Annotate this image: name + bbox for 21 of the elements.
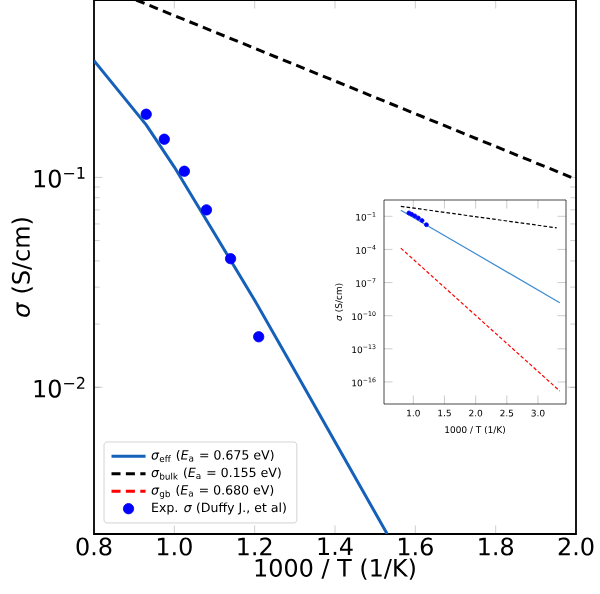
point <box>158 133 170 145</box>
x-tick-label: 1.4 <box>318 537 353 555</box>
y-axis-title: σ (S/cm) <box>11 218 33 317</box>
x-axis-title: 1000 / T (1/K) <box>255 558 415 580</box>
point <box>200 204 213 216</box>
y-tick-label: 10$^{−1}$ <box>34 167 85 188</box>
point <box>415 215 421 221</box>
point <box>253 331 265 343</box>
x-tick-label: 1.2 <box>238 537 272 556</box>
point <box>423 222 429 228</box>
point <box>224 253 237 265</box>
point <box>178 165 190 177</box>
x-tick-label: 0.8 <box>76 537 112 556</box>
x-tick-label: 2.0 <box>558 537 594 556</box>
x-tick-label: 1.8 <box>479 537 514 556</box>
x-tick-label: 1.6 <box>398 537 433 556</box>
point <box>140 108 152 120</box>
point <box>412 213 418 219</box>
x-tick-label: 1.0 <box>157 537 192 556</box>
line-series <box>94 59 389 535</box>
y-tick-label: 10$^{−2}$ <box>34 376 85 398</box>
